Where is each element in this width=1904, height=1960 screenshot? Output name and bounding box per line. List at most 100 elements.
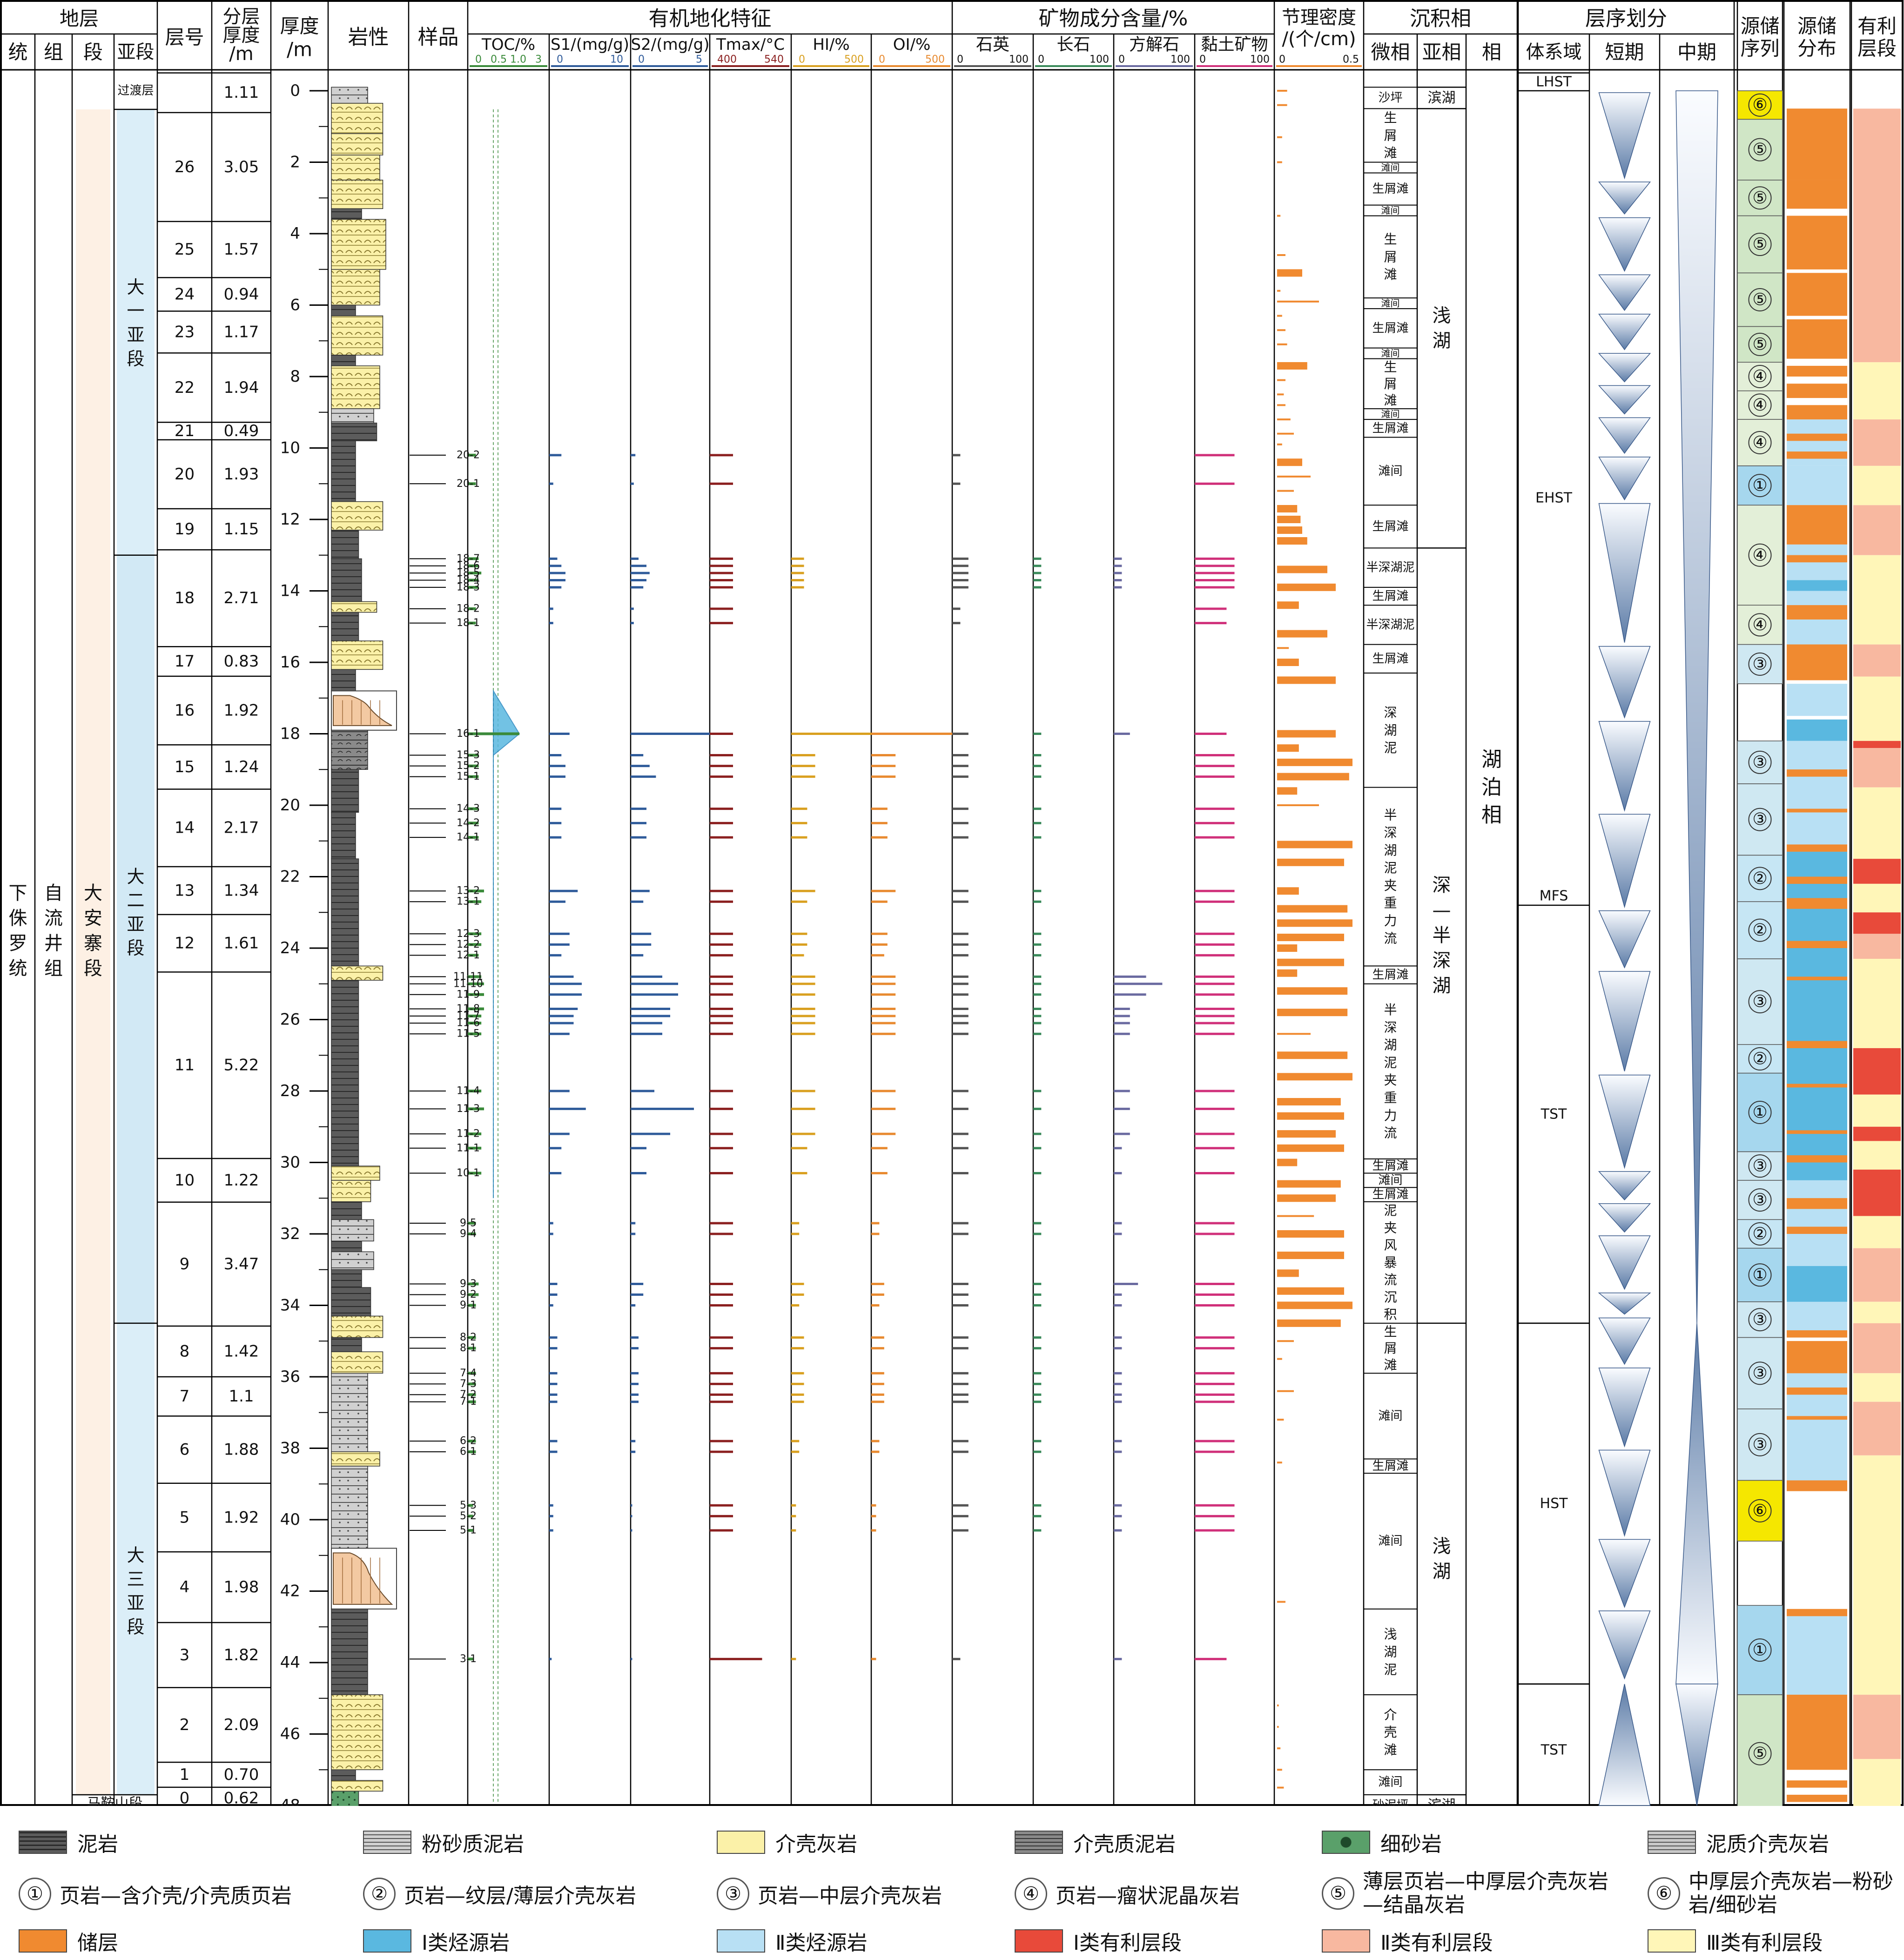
layer-no-25: 25 <box>175 240 195 259</box>
srs-circle <box>1748 918 1772 942</box>
litho-bed <box>331 640 383 670</box>
legend-swatch <box>1015 1929 1063 1953</box>
microfacies-19: 流 <box>1384 930 1397 946</box>
layer-no-5: 5 <box>180 1508 190 1527</box>
sample-label-11-1: 11-1 <box>457 1142 480 1154</box>
layer-thick-24: 0.94 <box>224 285 259 303</box>
srs-block <box>1737 958 1783 1045</box>
layer-no-4: 4 <box>180 1578 190 1596</box>
srs-circle <box>1748 1188 1772 1212</box>
layer-no-24: 24 <box>175 285 195 303</box>
geochem-label-4: HI/% <box>813 35 849 54</box>
mfs-label: MFS <box>1540 888 1568 904</box>
dist-reservoir <box>1787 1480 1847 1491</box>
dist-band <box>1787 465 1847 505</box>
depth-label-42: 42 <box>280 1582 300 1601</box>
short-term-triangle <box>1598 457 1651 501</box>
layer-thick-12: 1.61 <box>224 934 259 953</box>
srs-block <box>1737 1605 1783 1695</box>
dist-reservoir <box>1787 1341 1847 1374</box>
strat-duan: 寨 <box>84 933 102 954</box>
litho-bed <box>331 355 356 366</box>
layer-no-6: 6 <box>180 1441 190 1459</box>
dist-reservoir <box>1787 1084 1847 1088</box>
srs-num-29: ⑤ <box>1752 1744 1767 1763</box>
srs-circle <box>1748 332 1772 356</box>
geochem-label-2: S2/(mg/g) <box>631 35 710 54</box>
microfacies-10: 滩间 <box>1381 409 1400 420</box>
sample-label-7-3: 7-3 <box>460 1378 477 1390</box>
fav-band <box>1853 1094 1901 1127</box>
fracture-bar <box>1277 1073 1352 1081</box>
fracture-bar <box>1277 787 1298 795</box>
layer-no-2: 2 <box>180 1716 190 1734</box>
srs-num-14: ③ <box>1752 810 1767 829</box>
strat-duan: 安 <box>84 908 102 929</box>
dist-reservoir <box>1787 1130 1847 1134</box>
fracture-bar <box>1277 730 1336 738</box>
sample-label-9-2: 9-2 <box>460 1289 477 1300</box>
srs-block <box>1737 272 1783 327</box>
microfacies-21: 深 <box>1384 1020 1397 1035</box>
strat-sub2: 亚 <box>127 914 144 935</box>
legend-label: 页岩—含介壳/介壳质页岩 <box>60 1884 292 1908</box>
fracture-min: 0 <box>1279 54 1285 66</box>
sample-label-7-4: 7-4 <box>460 1367 477 1379</box>
microfacies-14: 半深湖泥 <box>1366 561 1414 575</box>
litho-bed <box>331 1337 362 1353</box>
short-term-triangle <box>1598 353 1651 383</box>
srs-num-23: ① <box>1752 1266 1767 1285</box>
mineral-label-3: 黏土矿物 <box>1201 35 1268 54</box>
litho-bed <box>331 858 359 967</box>
microfacies-31: 壳 <box>1384 1724 1397 1740</box>
srs-block <box>1737 901 1783 959</box>
layer-thick-7: 1.1 <box>229 1387 254 1406</box>
short-term-triangle <box>1598 1539 1651 1609</box>
microfacies-16: 半深湖泥 <box>1366 618 1414 632</box>
layer-thick-0: 0.62 <box>224 1789 259 1806</box>
strat-sub3: 亚 <box>127 1593 144 1613</box>
fracture-max: 0.5 <box>1343 54 1359 66</box>
geochem-max-2: 5 <box>696 54 702 66</box>
depth-label-40: 40 <box>280 1510 300 1529</box>
sample-label-8-2: 8-2 <box>460 1332 477 1343</box>
fracture-bar <box>1277 1158 1298 1166</box>
legend-swatch <box>1322 1831 1370 1854</box>
layer-no-19: 19 <box>175 520 195 539</box>
grid-layer <box>0 0 1904 1806</box>
fracture-bar <box>1277 744 1299 752</box>
fracture-bar <box>1277 526 1302 534</box>
legend-item: Ⅲ类有利层段 <box>1648 1926 1823 1956</box>
microfacies-23: 滩间 <box>1378 1173 1402 1187</box>
fracture-bar <box>1277 516 1301 523</box>
srs-block <box>1737 326 1783 363</box>
sample-label-11-3: 11-3 <box>457 1103 480 1115</box>
layer-no-16: 16 <box>175 701 195 720</box>
srs-circle <box>1748 543 1772 567</box>
header-micro: 微相 <box>1371 41 1410 64</box>
strat-zu: 自 <box>44 882 63 904</box>
dist-reservoir <box>1787 1330 1847 1338</box>
sample-label-8-1: 8-1 <box>460 1342 477 1354</box>
srs-block <box>1737 1044 1783 1074</box>
fav-band <box>1853 787 1901 859</box>
dist-reservoir <box>1787 1695 1847 1770</box>
litho-bed <box>331 1201 362 1288</box>
litho-bed <box>331 1791 359 1806</box>
header-zu: 组 <box>44 41 63 64</box>
fracture-bar <box>1277 583 1336 591</box>
mineral-min-1: 0 <box>1038 54 1044 66</box>
litho-bed <box>331 87 368 104</box>
srs-block <box>1737 215 1783 274</box>
fav-band <box>1853 1126 1901 1141</box>
sample-label-9-4: 9-4 <box>460 1228 477 1240</box>
header-systems: 体系域 <box>1526 41 1582 63</box>
dist-reservoir <box>1787 433 1847 441</box>
text-layer: 地层统组段亚段层号分层厚度/m厚度/m岩性 样品有机地化特征 矿物成分含量/% 节理密… <box>8 6 1897 1806</box>
mineral-min-2: 0 <box>1118 54 1125 66</box>
fracture-bar <box>1277 987 1348 995</box>
layer-no-3: 3 <box>180 1646 190 1664</box>
srs-num-8: ④ <box>1752 433 1767 452</box>
legend-label: Ⅱ类有利层段 <box>1380 1931 1493 1955</box>
litho-bed <box>331 1180 371 1202</box>
